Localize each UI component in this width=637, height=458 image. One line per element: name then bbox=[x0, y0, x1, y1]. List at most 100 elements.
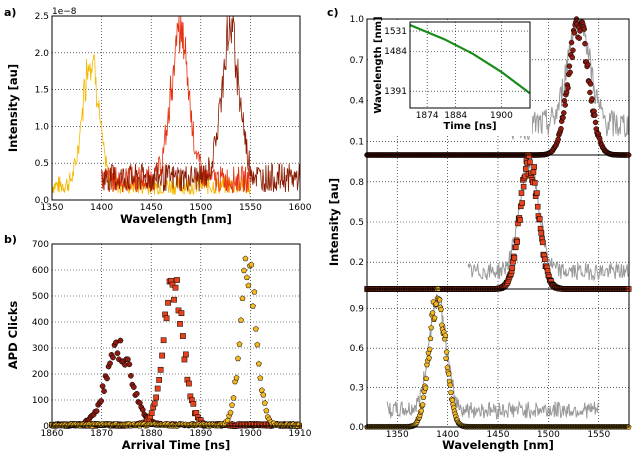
panel-c-sub1-point bbox=[539, 239, 546, 246]
panel-b-series-2-point bbox=[238, 316, 244, 323]
panel-c-sub1-point bbox=[522, 166, 529, 172]
panel-b-series-2-point bbox=[257, 374, 264, 381]
panel-b-y-tick-label: 600 bbox=[32, 266, 49, 276]
panel-b-letter: b) bbox=[4, 233, 17, 246]
panel-b-series-1-point bbox=[163, 315, 170, 322]
panel-b-series-0-point bbox=[93, 408, 100, 414]
panel-b-series-2-point bbox=[249, 302, 256, 309]
panel-b-series-2-point bbox=[254, 341, 261, 348]
panel-b-y-axis-label: APD Clicks bbox=[6, 301, 20, 370]
panel-c-sub1-point bbox=[514, 239, 520, 245]
panel-b-frame bbox=[51, 243, 301, 427]
panel-c-sub1-point bbox=[509, 265, 516, 271]
panel-b-series-2-point bbox=[248, 261, 255, 268]
panel-a-y-tick-label: 1.5 bbox=[35, 86, 49, 96]
panel-b-series-2-point bbox=[251, 288, 258, 295]
panel-b-series-1-point bbox=[157, 366, 164, 373]
panel-c-sub0-point bbox=[592, 119, 599, 126]
inset-frame bbox=[409, 21, 531, 109]
panel-c-sub1-y-tick-label: 0.5 bbox=[350, 218, 364, 228]
panel-b-series-1-point bbox=[174, 277, 180, 283]
panel-a-x-tick-label: 1350 bbox=[41, 203, 64, 213]
panel-c-sub2-x-tick-label: 1450 bbox=[487, 430, 510, 440]
panel-a-x-tick-label: 1400 bbox=[90, 203, 113, 213]
panel-b-series-1-point bbox=[148, 410, 155, 416]
panel-c-sub1-point bbox=[526, 153, 532, 159]
inset-y-axis-label: Wavelength [nm] bbox=[373, 16, 384, 113]
inset-line bbox=[409, 23, 531, 95]
panel-a-frame bbox=[51, 15, 301, 201]
inset-x-tick-label: 1874 bbox=[416, 111, 439, 121]
panel-b-series-1-point bbox=[183, 351, 189, 358]
panel-c-sub2-point bbox=[426, 346, 433, 352]
panel-c-sub2-point bbox=[436, 296, 443, 303]
panel-c-sub0-point bbox=[568, 39, 575, 46]
panel-a-series-1-line bbox=[101, 15, 251, 194]
panel-c-sub0-point bbox=[569, 54, 576, 61]
panel-a-y-tick-label: 0.0 bbox=[35, 196, 50, 206]
panel-b-series-1-point bbox=[178, 310, 185, 316]
panel-c-sub0-y-tick-label: 0.7 bbox=[350, 56, 364, 66]
panel-c-sub0-y-tick-label: 0.4 bbox=[350, 97, 365, 107]
panel-c-sub2-frame bbox=[366, 288, 630, 428]
panel-a-y-tick-label: 2.0 bbox=[35, 49, 50, 59]
panel-c-sub0-point bbox=[571, 30, 578, 36]
panel-c-sub2-point bbox=[426, 354, 432, 361]
panel-b-series-2-point bbox=[245, 282, 252, 289]
panel-b-series-1-point bbox=[165, 299, 171, 306]
panel-b-series-1-point bbox=[190, 400, 197, 407]
panel-c-sub0-point bbox=[589, 96, 595, 102]
panel-c-sub1-y-tick-label: 0.2 bbox=[350, 258, 364, 268]
panel-b-y-tick-label: 200 bbox=[32, 370, 49, 380]
panel-b-series-0-point bbox=[110, 354, 116, 361]
panel-b-series-0-point bbox=[130, 384, 137, 390]
panel-a-x-tick-label: 1600 bbox=[289, 203, 312, 213]
panel-b-series-2-point bbox=[255, 360, 262, 367]
panel-b-series-0-point bbox=[101, 388, 107, 395]
panel-b-series-2-point bbox=[261, 399, 268, 406]
panel-b-series-1-point bbox=[160, 337, 167, 344]
panel-b-series-1-point bbox=[172, 284, 179, 291]
panel-b-x-tick-label: 1860 bbox=[41, 429, 64, 439]
panel-b-series-1-point bbox=[151, 400, 158, 407]
panel-b-series-2-point bbox=[252, 325, 259, 332]
panel-c-sub2-x-tick-label: 1550 bbox=[587, 430, 610, 440]
panel-c-sub1-point bbox=[513, 244, 519, 250]
inset-x-tick-label: 1884 bbox=[444, 111, 467, 121]
panel-a-letter: a) bbox=[4, 6, 16, 19]
panel-b-series-2-point bbox=[224, 417, 231, 423]
panel-b-series-2-point bbox=[240, 267, 247, 274]
panel-b-series-0-point bbox=[114, 350, 121, 357]
panel-a-y-tick-label: 2.5 bbox=[35, 12, 49, 22]
panel-a-x-tick-label: 1500 bbox=[189, 203, 212, 213]
panel-b-x-tick-label: 1890 bbox=[189, 429, 212, 439]
inset-y-tick-label: 1484 bbox=[384, 47, 407, 57]
panel-c-sub0-point bbox=[566, 63, 573, 69]
panel-c-sub1-point bbox=[511, 255, 518, 261]
panel-c-sub2-point bbox=[428, 324, 435, 331]
panel-a-x-axis-label: Wavelength [nm] bbox=[120, 212, 232, 226]
panel-c-sub1-gray-line bbox=[467, 157, 629, 282]
panel-c-letter: c) bbox=[327, 6, 339, 19]
panel-b-series-2-point bbox=[229, 401, 236, 408]
panel-b-y-tick-label: 700 bbox=[32, 240, 49, 250]
panel-c-sub2-y-tick-label: 0.6 bbox=[350, 344, 365, 354]
panel-c-sub0-point bbox=[567, 69, 573, 76]
panel-c-sub2-y-tick-label: 0.3 bbox=[350, 384, 364, 394]
panel-b-series-2-point bbox=[230, 394, 237, 401]
panel-c-sub0-point bbox=[576, 35, 583, 41]
panel-c-sub2-point bbox=[423, 375, 430, 382]
panel-b-series-1-point bbox=[159, 352, 165, 359]
panel-b-series-0-point bbox=[99, 383, 106, 389]
panel-b-x-tick-label: 1900 bbox=[239, 429, 262, 439]
panel-b-series-2-point bbox=[260, 391, 267, 398]
panel-c-sub2-point bbox=[433, 300, 439, 307]
panel-b-series-0-point bbox=[117, 337, 124, 344]
panel-b-y-tick-label: 0 bbox=[43, 422, 49, 432]
panel-c-x-axis-label: Wavelength [nm] bbox=[442, 438, 554, 452]
panel-c-sub0-point bbox=[582, 40, 588, 47]
panel-b-series-2-point bbox=[242, 255, 249, 262]
panel-b-y-tick-label: 500 bbox=[32, 292, 49, 302]
panel-b-x-axis-label: Arrival Time [ns] bbox=[122, 438, 231, 452]
inset-x-axis-label: Time [ns] bbox=[443, 121, 496, 132]
